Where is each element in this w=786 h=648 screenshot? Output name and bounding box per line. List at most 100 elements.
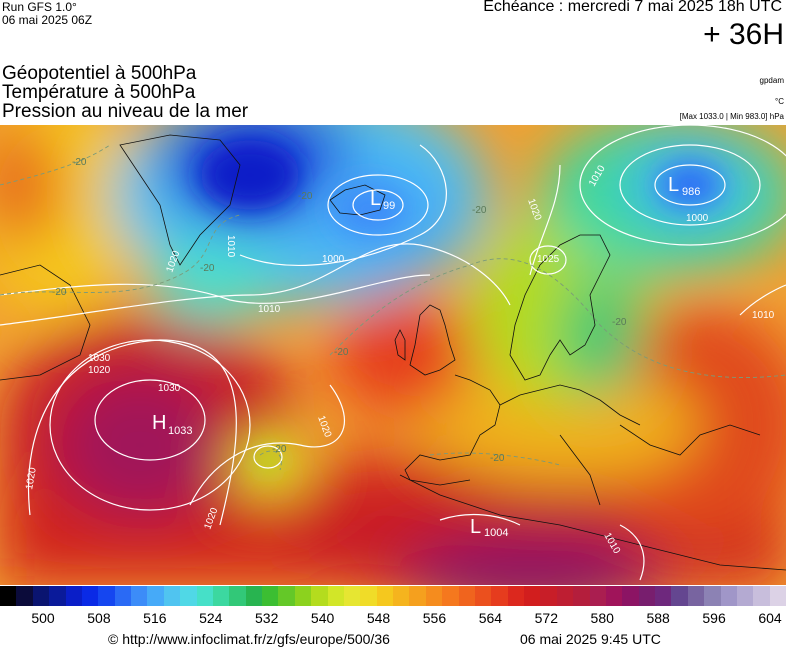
temperature-label: -20 (612, 317, 627, 328)
pressure-centers: H 1033 L 986 L 99 L 1004 (152, 174, 700, 539)
isobar-label: 1010 (225, 235, 236, 258)
low-center-value-1: 986 (682, 186, 700, 198)
color-scale-tick-label: 572 (534, 610, 558, 626)
low-center-letter-1: L (668, 174, 679, 196)
color-scale-swatch (638, 586, 655, 606)
color-scale-swatch (131, 586, 148, 606)
color-scale-swatch (622, 586, 639, 606)
color-scale-tick-label: 588 (646, 610, 670, 626)
color-scale-swatch (704, 586, 721, 606)
high-center-value: 1033 (168, 425, 192, 437)
param-temperature: Température à 500hPa (2, 82, 196, 103)
temperature-label: -20 (334, 347, 349, 358)
temperature-label: -20 (72, 157, 87, 168)
color-scale-swatch (114, 586, 131, 606)
color-scale-tick-label: 500 (31, 610, 55, 626)
color-scale-swatch (16, 586, 33, 606)
color-scale-swatch (262, 586, 279, 606)
color-scale-swatch (671, 586, 688, 606)
color-scale-swatch (655, 586, 672, 606)
color-scale-swatch (196, 586, 213, 606)
isobar-label: 1020 (24, 466, 39, 490)
isobar-label: 1030 (88, 353, 111, 364)
temperature-labels: -20 -20 -20 -20 -20 -20 -20 -20 -20 (52, 157, 627, 464)
unit-geopotential: gpdam (759, 76, 784, 85)
low-center-value-2: 99 (383, 200, 395, 212)
isobar-label: 1000 (322, 254, 345, 265)
color-scale-swatch (343, 586, 361, 606)
run-date-label: 06 mai 2025 06Z (2, 13, 93, 27)
color-scale-swatch (163, 586, 181, 606)
color-scale-swatch (507, 586, 524, 606)
color-scale-swatch (540, 586, 557, 606)
color-scale-swatch (32, 586, 50, 606)
forecast-lead-time: + 36H (703, 18, 784, 51)
color-scale-swatch (245, 586, 262, 606)
color-scale-swatch (360, 586, 377, 606)
geopotential-field-detail (200, 140, 720, 474)
color-scale-swatch (49, 586, 66, 606)
color-scale-tick-label: 508 (87, 610, 111, 626)
run-model-label: Run GFS 1.0° (2, 0, 77, 14)
color-scale-swatch (589, 586, 606, 606)
unit-temperature: °C (775, 97, 784, 106)
temperature-label: -20 (52, 287, 67, 298)
color-scale-swatch (524, 586, 541, 606)
temperature-label: -20 (298, 191, 313, 202)
color-scale-swatch (556, 586, 574, 606)
isobar-label: 1000 (686, 213, 709, 224)
color-scale-swatch (769, 586, 786, 606)
color-scale-swatch (98, 586, 115, 606)
color-scale-swatch (753, 586, 770, 606)
high-center-letter: H (152, 412, 166, 434)
color-scale-swatch (294, 586, 312, 606)
color-scale-tick-label: 516 (143, 610, 167, 626)
color-scale-swatch (442, 586, 459, 606)
color-scale-tick-label: 564 (478, 610, 503, 626)
color-scale-tick-label: 580 (590, 610, 614, 626)
forecast-valid-time: Echéance : mercredi 7 mai 2025 18h UTC (483, 0, 782, 15)
color-scale-swatch (474, 586, 492, 606)
coastlines (0, 134, 786, 571)
param-pressure: Pression au niveau de la mer (2, 101, 249, 122)
color-scale-tick-label: 524 (199, 610, 223, 626)
low-center-letter-2: L (370, 188, 381, 210)
color-scale-bar (0, 586, 786, 606)
isobar-label: 1020 (88, 365, 111, 376)
color-scale-swatch (327, 586, 344, 606)
color-scale-swatch (311, 586, 328, 606)
generated-timestamp: 06 mai 2025 9:45 UTC (520, 631, 661, 647)
isotherms (0, 144, 786, 471)
color-scale-swatch (605, 586, 623, 606)
color-scale-swatch (409, 586, 426, 606)
low-center-value-3: 1004 (484, 527, 508, 539)
isobar-label: 1025 (537, 254, 560, 265)
unit-pressure-range: [Max 1033.0 | Min 983.0] hPa (679, 112, 784, 121)
color-scale-swatch (376, 586, 393, 606)
color-scale-swatch (180, 586, 197, 606)
color-scale-swatch (147, 586, 164, 606)
isobar-label: 1030 (158, 383, 181, 394)
color-scale-tick-label: 604 (758, 610, 782, 626)
color-scale-swatch (393, 586, 410, 606)
weather-map-svg: H 1033 L 986 L 99 L 1004 1030 1020 1020 … (0, 125, 786, 585)
isobars (0, 125, 786, 581)
color-scale-tick-label: 540 (310, 610, 335, 626)
isobar-label: 1010 (258, 304, 281, 315)
color-scale-swatch (720, 586, 737, 606)
source-url: © http://www.infoclimat.fr/z/gfs/europe/… (108, 631, 390, 647)
low-center-letter-3: L (470, 516, 481, 538)
color-scale-swatch (687, 586, 705, 606)
color-scale-swatch (458, 586, 475, 606)
color-scale-swatch (278, 586, 295, 606)
color-scale-tick-label: 556 (422, 610, 447, 626)
weather-map: H 1033 L 986 L 99 L 1004 1030 1020 1020 … (0, 125, 786, 585)
color-scale-swatch (229, 586, 246, 606)
isobar-label: 1010 (752, 310, 775, 321)
color-scale-swatch (491, 586, 508, 606)
color-scale-tick-label: 596 (702, 610, 726, 626)
color-scale-swatch (736, 586, 754, 606)
temperature-label: -20 (200, 263, 215, 274)
color-scale-swatch (81, 586, 99, 606)
color-scale-tick-label: 548 (366, 610, 391, 626)
